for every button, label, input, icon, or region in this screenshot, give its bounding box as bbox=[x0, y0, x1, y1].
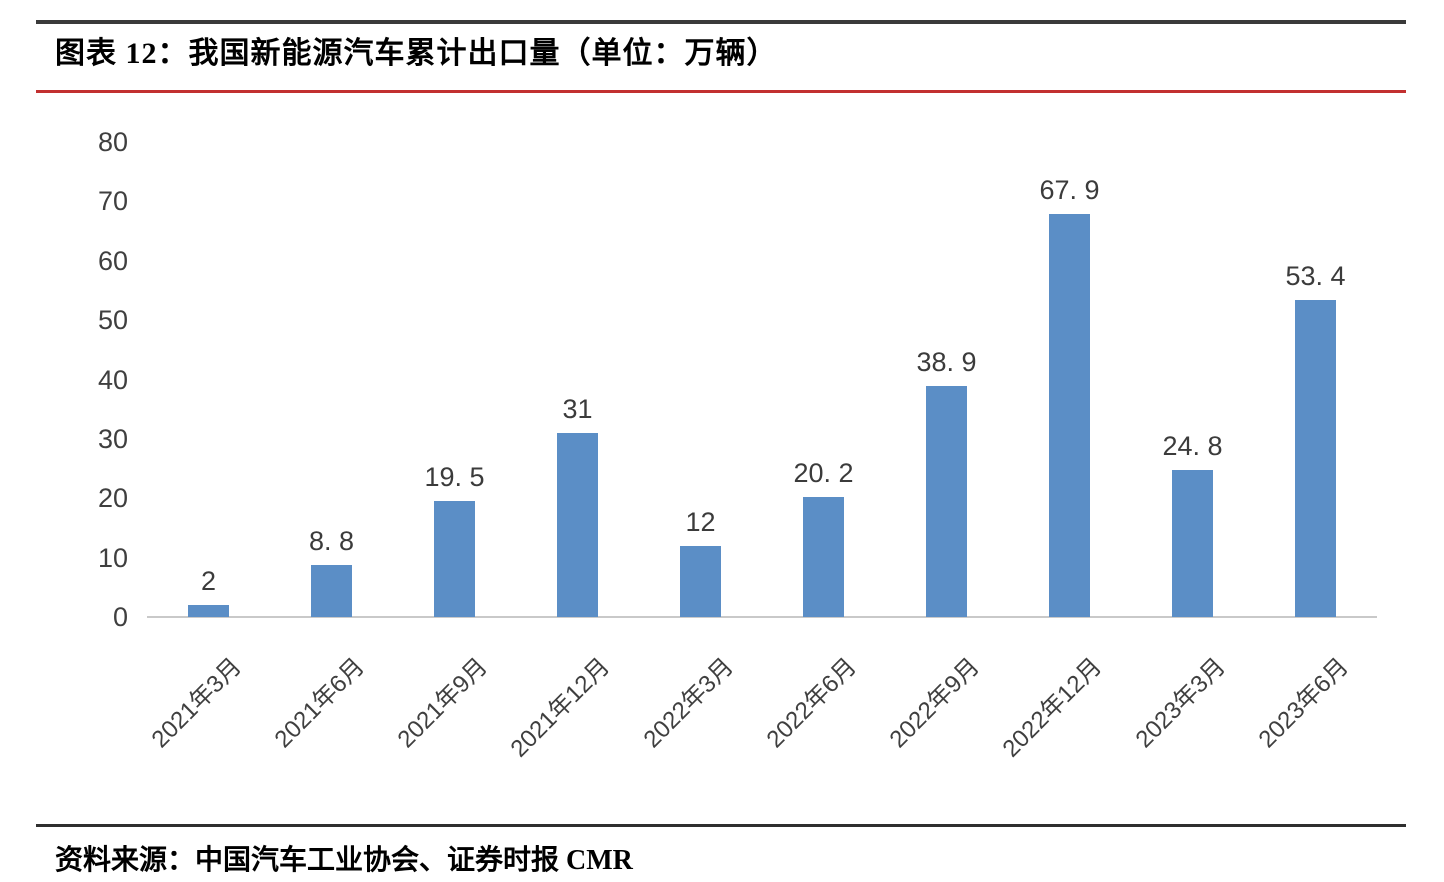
x-axis-category-label: 2021年6月 bbox=[269, 652, 370, 754]
data-source-caption: 资料来源：中国汽车工业协会、证券时报 CMR bbox=[55, 845, 633, 876]
bar-value-label: 31 bbox=[562, 393, 593, 424]
bar-value-label: 2 bbox=[200, 566, 217, 597]
bar-value-label: 67. 9 bbox=[1039, 174, 1100, 205]
y-axis-tick-label: 80 bbox=[97, 127, 128, 157]
bar-value-label: 20. 2 bbox=[793, 458, 854, 489]
x-axis-category-label: 2022年12月 bbox=[997, 652, 1108, 763]
bar bbox=[803, 497, 844, 617]
title-red-divider bbox=[36, 90, 1406, 93]
x-axis-category-label: 2023年3月 bbox=[1130, 652, 1231, 754]
bar-value-label: 38. 9 bbox=[916, 347, 977, 378]
x-axis-category-label: 2023年6月 bbox=[1253, 652, 1354, 754]
chart-title: 图表 12：我国新能源汽车累计出口量（单位：万辆） bbox=[55, 37, 778, 70]
x-axis-category-label: 2021年12月 bbox=[505, 652, 616, 763]
x-axis-category-label: 2021年3月 bbox=[146, 652, 247, 754]
bar-value-label: 53. 4 bbox=[1285, 260, 1346, 291]
bar-chart: 0 10 20 30 40 50 60 70 80 2 2021年3月 8. 8 2021年6月 19. … bbox=[0, 100, 1444, 800]
bar bbox=[1049, 213, 1090, 617]
bottom-divider bbox=[36, 824, 1406, 827]
y-axis-tick-label: 0 bbox=[112, 602, 128, 632]
x-axis-category-label: 2022年9月 bbox=[884, 652, 985, 754]
bar bbox=[557, 432, 598, 617]
y-axis-tick-label: 50 bbox=[97, 305, 128, 336]
bar-value-label: 8. 8 bbox=[308, 525, 355, 556]
bar-value-label: 19. 5 bbox=[424, 462, 485, 493]
y-axis-tick-label: 30 bbox=[97, 423, 128, 454]
x-axis-category-label: 2022年3月 bbox=[638, 652, 739, 754]
bar bbox=[680, 545, 721, 617]
x-axis-category-label: 2022年6月 bbox=[761, 652, 862, 754]
x-axis-line bbox=[147, 616, 1377, 618]
bar bbox=[1295, 299, 1336, 617]
y-axis-tick-label: 70 bbox=[97, 186, 128, 217]
bar bbox=[926, 386, 967, 617]
bar bbox=[311, 564, 352, 617]
y-axis-tick-label: 10 bbox=[97, 542, 128, 573]
x-axis-category-label: 2021年9月 bbox=[392, 652, 493, 754]
y-axis-tick-label: 60 bbox=[97, 245, 128, 276]
bar bbox=[188, 605, 229, 617]
top-divider bbox=[36, 20, 1406, 24]
bar-value-label: 12 bbox=[685, 506, 716, 537]
bar-value-label: 24. 8 bbox=[1162, 430, 1223, 461]
y-axis-tick-label: 20 bbox=[97, 483, 128, 514]
bar bbox=[434, 501, 475, 617]
bar bbox=[1172, 469, 1213, 617]
y-axis-tick-label: 40 bbox=[97, 364, 128, 395]
